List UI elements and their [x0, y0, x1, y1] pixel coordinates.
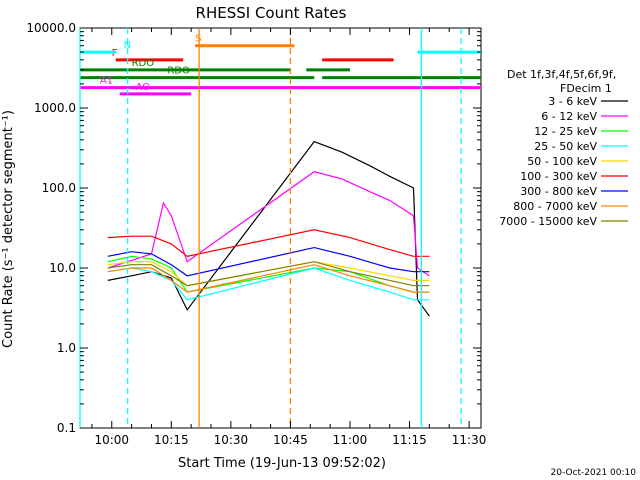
- legend-label-7: 800 - 7000 keV: [513, 200, 597, 213]
- y-tick-label-1: 1.0: [57, 341, 76, 355]
- flag-label-n-1: N: [124, 40, 131, 51]
- flags-layer: FNSRDORDOAOA1: [80, 34, 481, 96]
- axes-layer: 10:00 10:15 10:30 10:45 11:00 11:15 11:30 0.1 1.…: [26, 21, 486, 447]
- chart-title: RHESSI Count Rates: [196, 4, 347, 22]
- x-tick-label-6: 11:30: [452, 433, 487, 447]
- x-tick-label-4: 11:00: [333, 433, 368, 447]
- y-axis-label: Count Rate (s⁻¹ detector segment⁻¹): [1, 110, 16, 348]
- x-tick-label-0: 10:00: [94, 433, 129, 447]
- x-axis-label: Start Time (19-Jun-13 09:52:02): [178, 456, 386, 471]
- series-line-6: [107, 246, 430, 277]
- x-tick-label-1: 10:15: [154, 433, 189, 447]
- x-tick-label-2: 10:30: [214, 433, 249, 447]
- series-line-3: [107, 267, 430, 301]
- flag-label-rdo-3: RDO: [132, 58, 155, 69]
- y-tick-label-2: 10.0: [49, 261, 76, 275]
- legend-label-6: 300 - 800 keV: [520, 185, 597, 198]
- flag-label-a1-6: A1: [100, 76, 113, 87]
- series-line-7: [107, 264, 430, 293]
- series-line-8: [107, 261, 430, 287]
- series-line-0: [107, 140, 430, 317]
- y-tick-label-3: 100.0: [42, 181, 76, 195]
- y-tick-label-0: 0.1: [57, 421, 76, 435]
- legend-label-5: 100 - 300 keV: [520, 170, 597, 183]
- legend-label-0: 3 - 6 keV: [548, 95, 597, 108]
- x-tick-label-5: 11:15: [392, 433, 427, 447]
- legend-header-line-1: Det 1f,3f,4f,5f,6f,9f,: [507, 68, 616, 81]
- flag-label-s-2: S: [195, 34, 201, 45]
- footer-timestamp: 20-Oct-2021 00:10: [551, 468, 637, 478]
- legend: Det 1f,3f,4f,5f,6f,9f, FDecim 1 3 - 6 ke…: [499, 68, 628, 228]
- events-layer: [79, 28, 462, 428]
- legend-label-8: 7000 - 15000 keV: [499, 215, 597, 228]
- legend-label-1: 6 - 12 keV: [541, 110, 597, 123]
- series-layer: [107, 140, 430, 317]
- flag-label-rdo-4: RDO: [167, 66, 190, 77]
- legend-label-3: 25 - 50 keV: [534, 140, 597, 153]
- legend-header-line-2: FDecim 1: [560, 82, 612, 95]
- legend-label-4: 50 - 100 keV: [527, 155, 597, 168]
- y-tick-label-5: 10000.0: [26, 21, 76, 35]
- y-tick-label-4: 1000.0: [34, 101, 76, 115]
- x-tick-label-3: 10:45: [273, 433, 308, 447]
- legend-label-2: 12 - 25 keV: [534, 125, 597, 138]
- series-line-5: [107, 229, 430, 257]
